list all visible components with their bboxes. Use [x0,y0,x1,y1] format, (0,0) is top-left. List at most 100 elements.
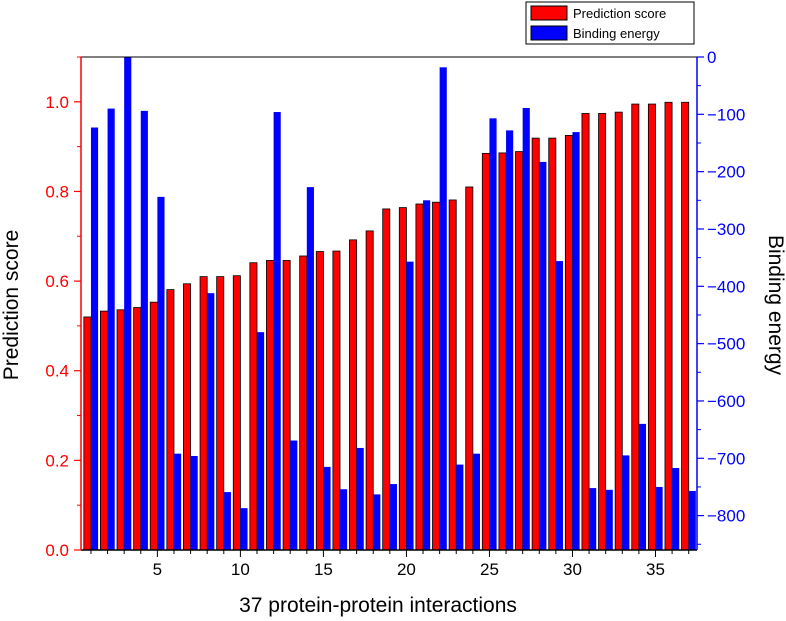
bar-binding-energy [323,466,331,550]
bar-binding-energy [622,455,630,550]
bar-prediction-score [647,103,656,551]
bar-prediction-score [415,203,424,551]
bar-prediction-score [332,250,341,551]
bar-binding-energy [572,132,580,550]
bar-binding-energy [190,455,198,550]
x-tick-label: 15 [314,560,333,579]
bar-binding-energy [423,200,431,550]
bar-prediction-score [266,260,274,551]
y-tick-label: 0.0 [45,541,69,560]
bar-binding-energy [140,110,148,550]
bar-prediction-score [365,230,374,551]
y2-tick-label: −300 [707,220,745,239]
y-tick-label: 1.0 [45,93,69,112]
y-tick-label: 0.2 [45,451,69,470]
legend-swatch-binding-energy [530,25,568,41]
x-axis-title: 37 protein-protein interactions [239,594,517,617]
y2-tick-label: −500 [707,335,745,354]
bar-prediction-score [282,260,291,551]
bar-binding-energy [207,293,215,550]
legend-label-prediction-score: Prediction score [573,6,666,21]
bar-binding-energy [124,57,132,550]
bar-binding-energy [655,486,663,550]
bar-prediction-score [349,239,358,551]
bar-prediction-score [664,101,673,551]
bar-prediction-score [249,262,258,551]
bar-prediction-score [149,301,158,551]
x-tick-label: 25 [480,560,499,579]
bar-prediction-score [232,275,241,551]
x-tick-label: 30 [563,560,582,579]
legend-label-binding-energy: Binding energy [573,26,660,41]
bar-prediction-score [481,152,490,551]
bar-prediction-score [564,135,573,551]
bar-prediction-score [631,103,640,551]
bar-prediction-score [315,251,324,551]
bar-binding-energy [257,332,265,550]
y2-tick-label: −700 [707,449,745,468]
y2-tick-label: −600 [707,392,745,411]
x-tick-label: 35 [646,560,665,579]
bar-prediction-score [183,283,191,551]
bar-binding-energy [605,489,613,550]
bar-prediction-score [581,113,590,551]
bar-prediction-score [548,137,557,551]
bar-binding-energy [240,508,248,550]
bar-prediction-score [681,101,690,551]
bar-binding-energy [90,127,99,550]
bar-binding-energy [406,261,414,550]
y2-tick-label: −200 [707,163,745,182]
bar-binding-energy [539,161,547,550]
y2-tick-label: −100 [707,105,745,124]
bars-layer [83,57,696,551]
bar-prediction-score [299,255,308,551]
bar-binding-energy [290,440,298,550]
bar-binding-energy [439,67,447,550]
bar-prediction-score [100,310,108,551]
bar-binding-energy [157,196,165,550]
bar-prediction-score [432,201,441,551]
bar-binding-energy [173,453,182,550]
axes-layer: 0.0 0.2 0.4 0.6 0.8 1.0 0 −100 −200 −300 −400 −500 −… [45,48,745,579]
bar-binding-energy [638,423,647,550]
bar-binding-energy [306,187,314,550]
legend: Prediction score Binding energy [525,1,695,45]
legend-swatch-prediction-score [530,5,568,21]
bar-prediction-score [448,199,457,551]
bar-prediction-score [199,276,208,551]
bar-prediction-score [515,151,524,551]
bar-prediction-score [382,208,391,551]
bar-binding-energy [589,488,597,550]
y2-tick-label: −800 [707,507,745,526]
bar-binding-energy [223,492,231,550]
bar-prediction-score [614,111,623,551]
x-tick-label: 5 [153,560,162,579]
bar-prediction-score [498,152,507,551]
bar-binding-energy [489,118,497,550]
bar-prediction-score [398,207,407,551]
bar-prediction-score [531,137,540,551]
bar-binding-energy [472,453,480,550]
bar-binding-energy [522,108,530,551]
x-tick-label: 10 [231,560,250,579]
y-tick-label: 0.8 [45,182,69,201]
bar-prediction-score [133,307,142,551]
bar-binding-energy [672,468,680,550]
bar-binding-energy [389,484,397,550]
bar-prediction-score [166,289,175,551]
bar-prediction-score [598,113,607,551]
bar-binding-energy [373,494,381,550]
y2-axis-title: Binding energy [764,235,786,376]
bar-prediction-score [83,316,92,551]
bar-binding-energy [555,261,564,550]
y-axis-title: Prediction score [0,230,23,381]
y2-tick-label: −400 [707,277,745,296]
bar-prediction-score [116,309,125,551]
bar-binding-energy [273,112,281,550]
y2-tick-label: 0 [707,48,716,67]
bar-prediction-score [216,276,225,551]
bar-binding-energy [340,489,348,550]
bar-binding-energy [688,490,696,550]
y-tick-label: 0.6 [45,272,69,291]
